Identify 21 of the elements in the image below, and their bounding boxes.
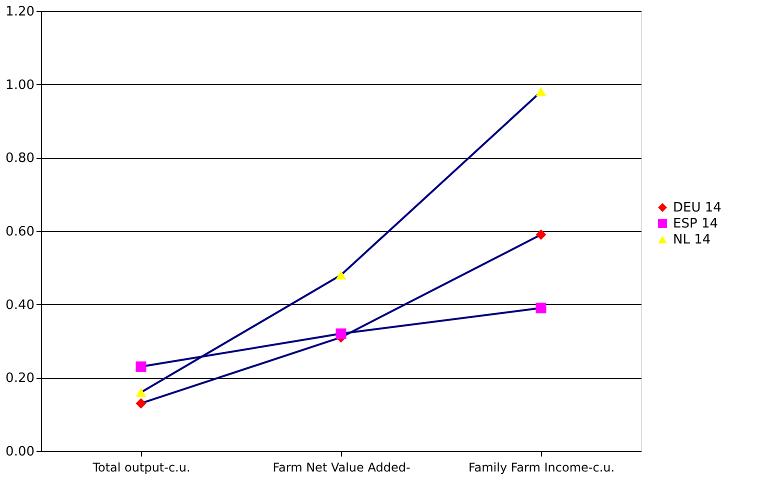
y-tick-label: 0.20: [6, 371, 34, 386]
x-tick-label: Total output-c.u.: [92, 460, 190, 474]
point: [536, 87, 546, 96]
y-tick-label: 0.00: [6, 444, 34, 460]
legend-label: DEU 14: [673, 200, 722, 216]
y-tick-label: 0.40: [6, 298, 34, 313]
point: [536, 229, 546, 240]
point: [136, 388, 146, 397]
legend-label: NL 14: [673, 232, 711, 248]
point: [336, 270, 346, 280]
point: [136, 361, 146, 372]
y-tick-label: 1.00: [6, 78, 34, 93]
y-tick-label: 0.60: [6, 224, 34, 240]
point: [336, 328, 346, 339]
x-tick-label: Farm Net Value Added-: [272, 460, 410, 474]
y-tick-label: 0.80: [6, 151, 34, 166]
y-tick-label: 1.20: [6, 4, 34, 20]
x-tick-label: Family Farm Income-c.u.: [468, 460, 615, 474]
legend-label: ESP 14: [673, 216, 718, 232]
point: [536, 302, 546, 314]
point: [136, 398, 146, 409]
